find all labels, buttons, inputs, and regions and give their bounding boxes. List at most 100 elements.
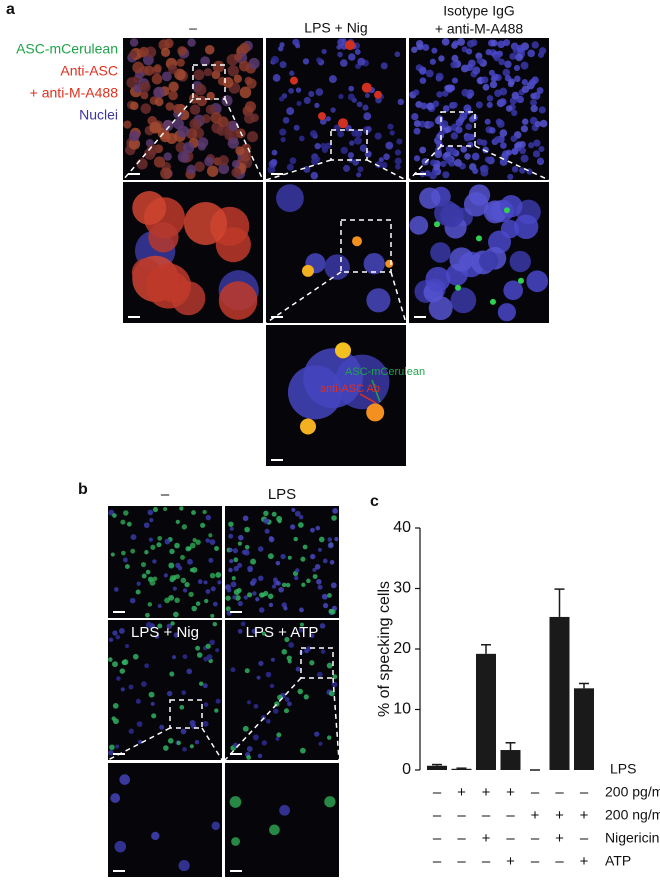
cell [194,161,205,172]
cell [498,58,505,66]
cell [165,102,175,111]
cell [237,628,243,634]
cell [497,303,516,322]
cell [280,137,286,143]
cell [435,75,443,82]
condition-sign: – [433,830,442,847]
cell [320,649,326,654]
cell [123,510,129,516]
cell [141,681,147,687]
speck [490,298,496,305]
cell [228,547,233,553]
cell [239,60,250,72]
panel-title: LPS + ATP [246,624,319,641]
cell [217,580,222,585]
cell [211,70,221,80]
cell [511,165,519,173]
cell [298,627,304,633]
cell [470,39,478,47]
cell [210,112,222,124]
cell [314,102,320,108]
cell [441,38,450,46]
cell [526,270,549,293]
micrograph-bg [108,620,222,760]
cell [422,44,430,51]
cell [232,595,237,600]
cell [324,254,350,280]
cell [269,683,275,689]
cell [413,127,421,135]
cell [468,184,491,206]
cell [163,573,169,578]
speck [302,264,314,277]
cell [129,597,136,604]
panel-title: – [161,486,170,503]
condition-name: 200 pg/ml [605,784,660,800]
cell [318,536,325,543]
cell [218,163,230,175]
cell [297,522,304,528]
cell [230,581,237,588]
cell [316,578,322,585]
cell [246,755,251,760]
cell [330,582,337,589]
cell [184,582,190,588]
cell [295,666,301,672]
cell [252,591,257,596]
cell [200,522,206,528]
speck [318,112,326,121]
channel-label: ASC-mCerulean [16,41,118,57]
cell [241,549,247,555]
cell [182,588,188,593]
cell [191,605,198,612]
cell [315,88,324,96]
cell [330,107,336,113]
cell [209,539,216,546]
cell [187,546,192,551]
cell [341,38,347,44]
cell [173,118,184,130]
cell [503,39,511,47]
cell [233,565,239,572]
cell [284,636,290,643]
cell [357,166,364,173]
cell [342,164,351,172]
zoom-box [340,219,392,273]
cell [172,586,177,591]
cell [295,568,300,573]
zoom-line [474,145,550,181]
cell [140,103,152,114]
cell [189,542,196,549]
cell [287,701,292,707]
annotation-pointer [371,379,381,403]
cell [174,542,180,549]
cell [289,157,297,165]
cell [505,105,513,112]
speck [300,418,316,435]
zoom-line [224,677,302,761]
condition-sign: – [457,830,466,847]
cell [140,91,149,100]
cell [450,287,477,314]
cell [286,107,295,116]
cell [247,565,254,572]
cell [209,639,215,646]
cell [210,613,215,618]
cell [177,46,187,56]
cell [317,584,323,590]
cell [206,165,219,177]
cell [296,100,302,107]
cell [246,700,252,705]
cell [279,42,285,48]
cell [153,156,166,168]
cell [420,102,428,110]
cell [359,144,368,152]
cell [445,156,453,165]
condition-sign: – [457,853,466,870]
speck [290,76,298,85]
cell [276,732,282,738]
cell [317,547,322,552]
cell [203,580,208,585]
cell [120,687,125,692]
cell [168,594,175,601]
